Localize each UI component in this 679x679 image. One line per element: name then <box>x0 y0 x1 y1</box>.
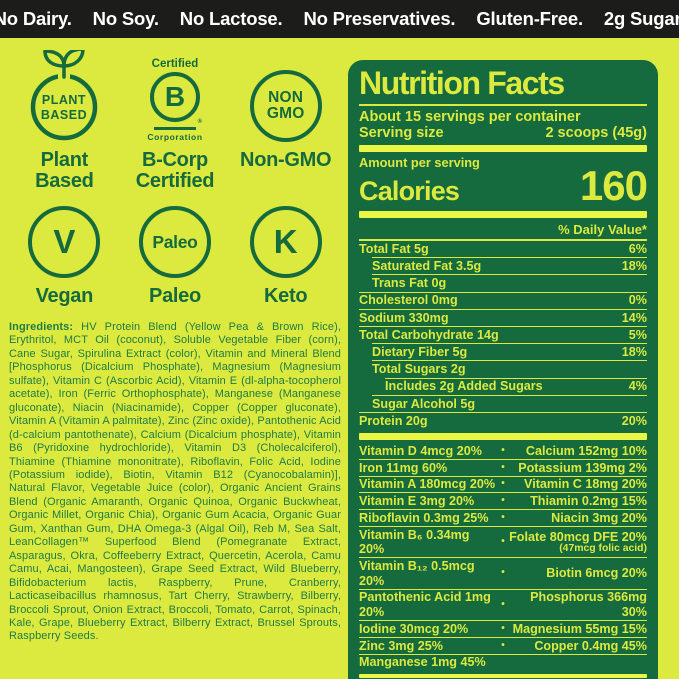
serving-size-label: Serving size <box>359 124 444 141</box>
b-corp-corporation-text: Corporation <box>147 132 203 142</box>
paleo-text: Paleo <box>152 231 198 252</box>
b-corp-certified-text: Certified <box>151 57 199 70</box>
nutrient-row-total-fat: Total Fat 5g 6% <box>359 240 647 256</box>
nutrient-row-total-sugars: Total Sugars 2g <box>372 360 647 377</box>
badge-non-gmo: NON GMO Non-GMO <box>230 50 341 194</box>
svg-text:PLANT: PLANT <box>42 93 86 107</box>
badge-vegan: V Vegan <box>9 204 120 310</box>
badge-label-vegan: Vegan <box>35 285 94 307</box>
daily-value-header: % Daily Value* <box>359 221 647 241</box>
claim-2g-sugar: 2g Sugar. <box>603 8 679 29</box>
badge-b-corp: Certified B ® Corporation B-Corp Certifi… <box>120 50 231 194</box>
left-column: PLANT BASED Plant Based Certified B ® Co… <box>9 50 341 644</box>
micronutrient-row-iodine-magnesium: Iodine 30mcg 20% • Magnesium 55mg 15% <box>359 620 647 636</box>
title-rule <box>359 103 647 106</box>
ingredients-paragraph: Ingredients: HV Protein Blend (Yellow Pe… <box>9 321 341 644</box>
folate-folic-acid-note: (47mcg folic acid) <box>559 543 647 555</box>
micronutrient-row-vitamin-b12-biotin: Vitamin B₁₂ 0.5mcg 20% • Biotin 6mcg 20% <box>359 557 647 588</box>
nutrient-row-trans-fat: Trans Fat 0g <box>372 274 647 291</box>
nutrient-row-dietary-fiber: Dietary Fiber 5g 18% <box>372 343 647 359</box>
serving-size-row: Serving size 2 scoops (45g) <box>359 125 647 141</box>
nutrient-row-saturated-fat: Saturated Fat 3.5g 18% <box>372 257 647 274</box>
separator-bar <box>359 145 647 153</box>
non-gmo-line1: NON <box>268 89 304 106</box>
badge-label-b-corp: B-Corp Certified <box>135 149 215 193</box>
nutrient-row-added-sugars: Includes 2g Added Sugars 4% <box>385 377 647 394</box>
nutrient-row-total-carbohydrate: Total Carbohydrate 14g 5% <box>359 326 647 342</box>
micronutrient-row-manganese: Manganese 1mg 45% <box>359 653 647 671</box>
paleo-icon: Paleo <box>138 204 211 278</box>
b-corp-icon: Certified B ® Corporation <box>147 50 203 143</box>
vegan-icon: V <box>28 204 101 278</box>
micronutrient-row-riboflavin-niacin: Riboflavin 0.3mg 25% • Niacin 3mg 20% <box>359 509 647 525</box>
calories-label: Calories <box>359 176 460 207</box>
claim-gluten-free: Gluten-Free. <box>476 8 583 29</box>
micronutrient-row-vitamin-a-vitamin-c: Vitamin A 180mcg 20% • Vitamin C 18mg 20% <box>359 475 647 492</box>
nutrient-row-sugar-alcohol: Sugar Alcohol 5g <box>372 394 647 412</box>
plant-based-icon: PLANT BASED <box>20 50 108 142</box>
svg-text:BASED: BASED <box>41 108 87 122</box>
separator-bar <box>359 673 647 678</box>
nutrient-row-sodium: Sodium 330mg 14% <box>359 308 647 325</box>
ingredients-text: HV Protein Blend (Yellow Pea & Brown Ric… <box>9 321 341 643</box>
micronutrient-row-zinc-copper: Zinc 3mg 25% • Copper 0.4mg 45% <box>359 636 647 653</box>
b-corp-underline: ® <box>153 119 202 130</box>
claim-no-preservatives: No Preservatives. <box>303 8 456 29</box>
claim-no-soy: No Soy. <box>92 8 159 29</box>
claim-no-dairy: No Dairy. <box>0 8 72 29</box>
non-gmo-line2: GMO <box>266 105 305 122</box>
keto-icon: K <box>249 204 322 278</box>
micronutrient-row-vitamin-b6-folate: Vitamin B₆ 0.34mg 20% • Folate 80mcg DFE 2… <box>359 526 647 557</box>
calories-row: Calories 160 <box>359 162 648 210</box>
ingredients-label: Ingredients: <box>9 321 74 333</box>
claim-no-lactose: No Lactose. <box>179 8 283 29</box>
amount-per-serving: Amount per serving <box>359 155 480 171</box>
plant-based-seal-icon: PLANT BASED <box>31 50 98 141</box>
servings-per-container: About 15 servings per container <box>359 108 581 125</box>
nutrient-row-protein: Protein 20g 20% <box>359 411 647 428</box>
separator-bar <box>359 433 647 441</box>
micronutrient-row-iron-potassium: Iron 11mg 60% • Potassium 139mg 2% <box>359 458 647 475</box>
b-corp-letter: B <box>149 71 200 122</box>
badge-plant-based: PLANT BASED Plant Based <box>9 50 120 194</box>
serving-size-value: 2 scoops (45g) <box>545 124 647 141</box>
micronutrient-row-vitamin-d-calcium: Vitamin D 4mcg 20% • Calcium 152mg 10% <box>359 443 647 458</box>
registered-mark: ® <box>197 118 202 125</box>
keto-letter: K <box>273 223 298 260</box>
certification-badges: PLANT BASED Plant Based Certified B ® Co… <box>9 50 341 310</box>
badge-paleo: Paleo Paleo <box>120 204 231 310</box>
badge-label-non-gmo: Non-GMO <box>240 149 332 171</box>
micronutrient-row-pantothenic-phosphorus: Pantothenic Acid 1mg 20% • Phosphorus 366m… <box>359 588 647 619</box>
nutrition-facts-panel: Nutrition Facts About 15 servings per co… <box>348 60 658 679</box>
calories-value: 160 <box>579 162 648 210</box>
separator-bar <box>359 211 647 219</box>
badge-label-paleo: Paleo <box>149 285 201 307</box>
micronutrient-row-vitamin-e-thiamin: Vitamin E 3mg 20% • Thiamin 0.2mg 15% <box>359 492 647 509</box>
claims-bar: No Dairy. No Soy. No Lactose. No Preserv… <box>0 0 679 38</box>
nutrient-row-cholesterol: Cholesterol 0mg 0% <box>359 291 647 308</box>
nutrition-facts-title: Nutrition Facts <box>359 65 565 101</box>
non-gmo-icon: NON GMO <box>249 50 322 142</box>
vegan-letter: V <box>53 223 76 260</box>
badge-label-keto: Keto <box>264 285 308 307</box>
badge-label-plant-based: Plant Based <box>35 149 94 193</box>
badge-keto: K Keto <box>230 204 341 310</box>
